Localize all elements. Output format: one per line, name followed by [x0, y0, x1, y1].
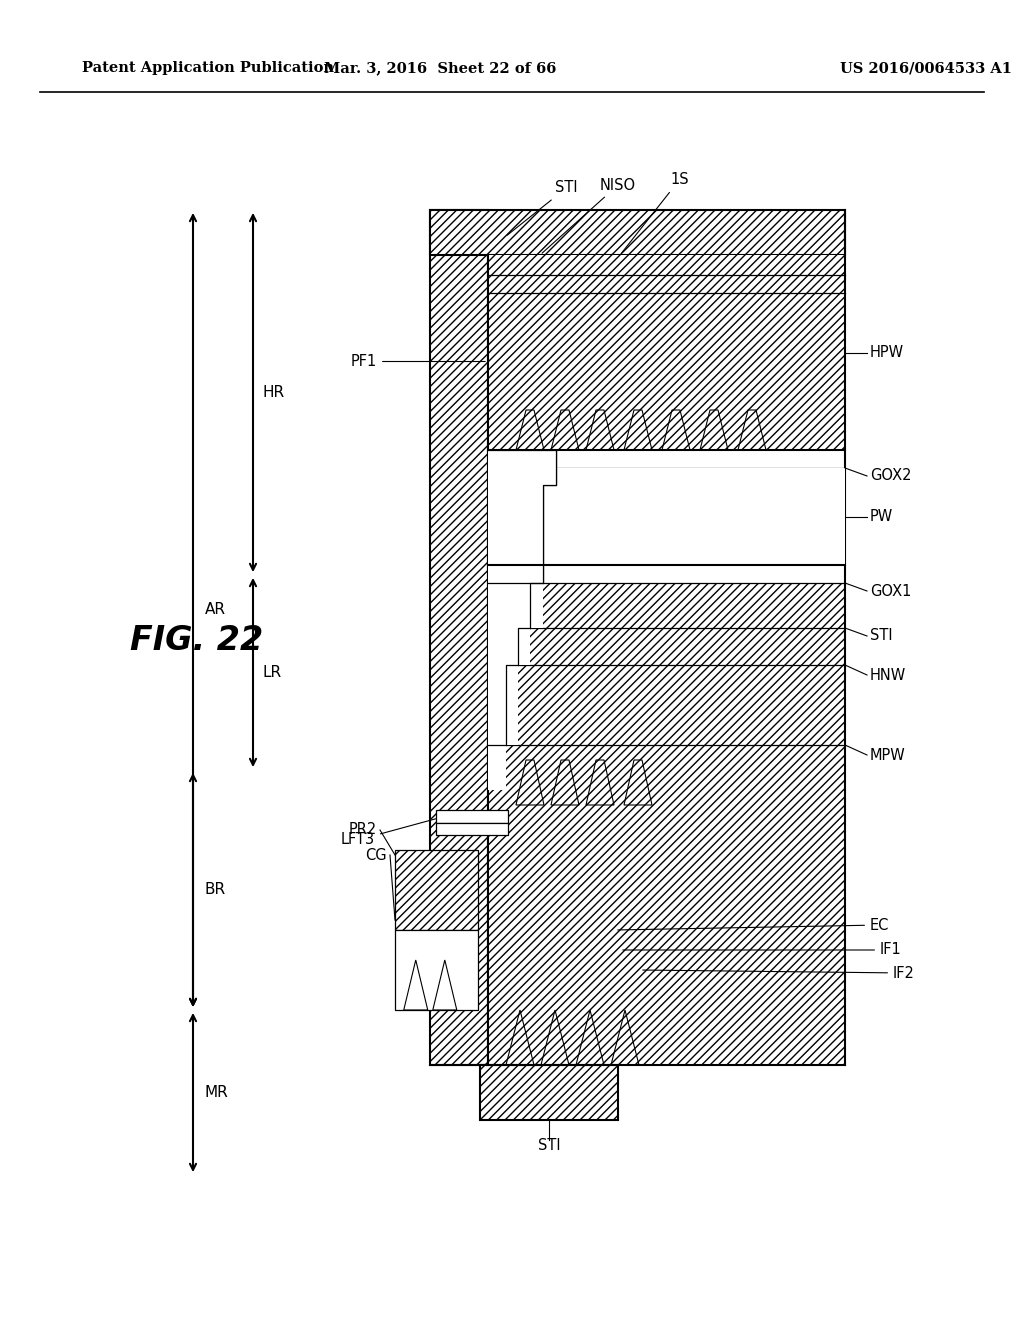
Bar	[488, 583, 543, 628]
Text: US 2016/0064533 A1: US 2016/0064533 A1	[840, 61, 1012, 75]
Text: PW: PW	[870, 510, 893, 524]
Text: EC: EC	[617, 917, 890, 932]
Text: STI: STI	[507, 181, 578, 235]
Bar	[488, 484, 543, 583]
Text: IF2: IF2	[643, 965, 914, 981]
Bar	[488, 665, 518, 744]
Bar	[488, 583, 845, 1065]
Bar	[488, 628, 530, 665]
Text: LR: LR	[263, 665, 283, 680]
Text: MPW: MPW	[870, 747, 906, 763]
Bar	[430, 210, 845, 255]
Text: AR: AR	[205, 602, 226, 618]
Bar	[488, 469, 845, 565]
Text: FIG. 22: FIG. 22	[130, 623, 263, 656]
Text: STI: STI	[538, 1138, 560, 1152]
Text: HPW: HPW	[870, 345, 904, 360]
Text: Patent Application Publication: Patent Application Publication	[82, 61, 334, 75]
Text: BR: BR	[205, 883, 226, 898]
Bar	[488, 255, 845, 450]
Text: Mar. 3, 2016  Sheet 22 of 66: Mar. 3, 2016 Sheet 22 of 66	[324, 61, 556, 75]
Bar	[488, 583, 845, 1065]
Text: MR: MR	[205, 1085, 228, 1100]
Text: PR2: PR2	[349, 822, 377, 837]
Bar	[395, 850, 478, 931]
Text: NISO: NISO	[542, 177, 636, 253]
Text: GOX2: GOX2	[870, 469, 911, 483]
Text: LFT3: LFT3	[341, 817, 443, 847]
Text: GOX1: GOX1	[870, 583, 911, 598]
Text: 1S: 1S	[622, 173, 688, 253]
Text: IF1: IF1	[623, 942, 902, 957]
Text: HR: HR	[263, 385, 285, 400]
Bar	[436, 810, 508, 822]
Text: STI: STI	[870, 628, 893, 644]
Bar	[436, 822, 508, 836]
Text: PF1: PF1	[351, 354, 485, 370]
Bar	[488, 450, 556, 484]
Text: HNW: HNW	[870, 668, 906, 682]
Bar	[430, 210, 488, 1065]
Bar	[395, 931, 478, 1010]
Bar	[488, 744, 506, 789]
Bar	[488, 255, 845, 450]
Bar	[395, 850, 478, 931]
Text: CG: CG	[366, 847, 387, 862]
Bar	[480, 1065, 618, 1119]
